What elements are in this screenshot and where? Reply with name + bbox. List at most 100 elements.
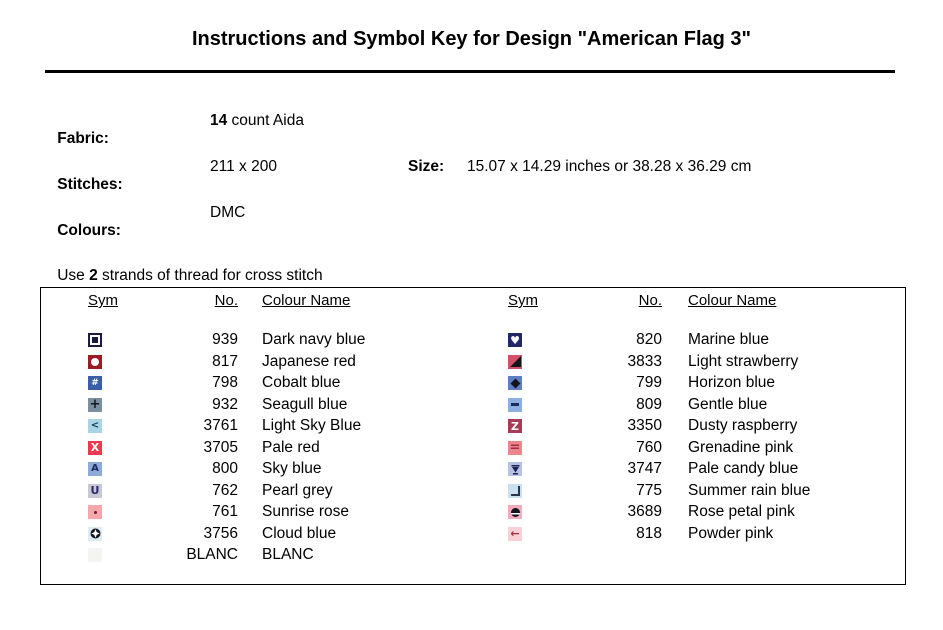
strands-count: 2 [89, 267, 98, 284]
key-row: ← 818 Powder pink [41, 523, 905, 545]
lower-right-triangle-icon [508, 354, 522, 369]
key-row: 775 Summer rain blue [41, 480, 905, 502]
thread-number: 3705 [203, 438, 238, 456]
key-rows-left: 939 Dark navy blue 817 Japanese red #798 Coba… [41, 329, 905, 566]
thread-number: 762 [212, 481, 238, 499]
white-circle-icon [88, 354, 102, 369]
thread-number: 3833 [627, 352, 662, 370]
corner-icon [508, 483, 522, 498]
strands-note: Use 2 strands of thread for cross stitch [40, 249, 323, 303]
stitches-row: Stitches: 211 x 200 Size: 15.07 x 14.29 … [40, 158, 900, 266]
colour-name: Pale red [262, 438, 320, 456]
hash-icon: # [88, 376, 102, 390]
less-than-icon: < [88, 419, 102, 433]
letter-u-icon: U [88, 483, 102, 498]
thread-number: 761 [212, 503, 238, 520]
key-row: 817 Japanese red [41, 351, 905, 373]
thread-number: 3761 [203, 417, 238, 434]
key-row: = 760 Grenadine pink [41, 437, 905, 459]
header-name-left: Colour Name [262, 292, 351, 309]
key-row: 3689 Rose petal pink [41, 501, 905, 523]
divider-line [45, 70, 895, 73]
diamond-icon [508, 376, 522, 390]
thread-number: 799 [636, 374, 662, 391]
thread-number: BLANC [186, 546, 238, 563]
strands-prefix: Use [57, 267, 90, 284]
colour-name: Japanese red [262, 352, 356, 370]
plus-icon: + [88, 397, 102, 412]
colour-name: BLANC [262, 546, 314, 563]
thread-number: 775 [636, 481, 662, 499]
white-square-outline-icon [88, 333, 102, 347]
colour-name: Cobalt blue [262, 374, 341, 391]
thread-number: 3756 [203, 524, 238, 542]
key-row: 3756 Cloud blue [41, 523, 905, 545]
thread-number: 798 [212, 374, 238, 391]
letter-a-icon: A [88, 462, 102, 476]
star-in-circle-icon [88, 526, 102, 541]
colour-name: Cloud blue [262, 524, 337, 542]
header-no-left: No. [214, 292, 238, 309]
colour-name: Grenadine pink [688, 438, 794, 456]
colour-name: Light Sky Blue [262, 417, 362, 434]
colour-name: Summer rain blue [688, 481, 811, 499]
thread-number: 760 [636, 438, 662, 456]
colour-name: Rose petal pink [688, 503, 795, 520]
stitches-label: Stitches: [57, 176, 123, 193]
left-arrow-icon: ← [508, 526, 522, 541]
colour-name: Gentle blue [688, 395, 768, 413]
key-row: 761 Sunrise rose [41, 501, 905, 523]
key-row: 3833 Light strawberry [41, 351, 905, 373]
header-name-right: Colour Name [688, 292, 777, 309]
header-sym-right: Sym [508, 292, 538, 309]
colours-label: Colours: [57, 222, 121, 239]
key-row: 809 Gentle blue [41, 394, 905, 416]
size-value: 15.07 x 14.29 inches or 38.28 x 36.29 cm [467, 158, 752, 175]
colour-name: Seagull blue [262, 395, 348, 413]
thread-number: 3747 [627, 460, 662, 477]
symbol-key-table: Sym No. Colour Name Sym No. Colour Name … [40, 287, 906, 585]
size-label: Size: [408, 158, 445, 175]
small-dot-icon [88, 505, 102, 519]
key-rows-right: ♥ 820 Marine blue 3833 Light strawberry 799 Ho… [41, 329, 905, 544]
strands-suffix: strands of thread for cross stitch [97, 267, 323, 284]
hourglass-icon [508, 462, 522, 476]
key-row: <3761 Light Sky Blue [41, 415, 905, 437]
equals-icon: = [508, 440, 522, 455]
banded-circle-icon [508, 505, 522, 519]
dash-icon [508, 397, 522, 412]
key-row: 3747 Pale candy blue [41, 458, 905, 480]
fabric-row: Fabric: 14 count Aida [40, 112, 900, 184]
thread-number: 818 [636, 524, 662, 542]
colour-name: Dusty raspberry [688, 417, 798, 434]
heart-icon: ♥ [508, 333, 522, 347]
page-title: Instructions and Symbol Key for Design "… [191, 28, 752, 50]
key-row: +932 Seagull blue [41, 394, 905, 416]
key-row: Z 3350 Dusty raspberry [41, 415, 905, 437]
key-row: X 3705 Pale red [41, 437, 905, 459]
colour-name: Powder pink [688, 524, 774, 542]
thread-number: 817 [212, 352, 238, 370]
key-row: ♥ 820 Marine blue [41, 329, 905, 351]
colour-name: Marine blue [688, 331, 769, 348]
colour-name: Dark navy blue [262, 331, 366, 348]
thread-number: 3689 [627, 503, 662, 520]
colour-name: Sky blue [262, 460, 322, 477]
colours-value: DMC [210, 204, 246, 221]
thread-number: 809 [636, 395, 662, 413]
key-row: #798 Cobalt blue [41, 372, 905, 394]
colour-name: Horizon blue [688, 374, 776, 391]
colour-name: Pearl grey [262, 481, 333, 499]
fabric-value: 14 count Aida [210, 112, 304, 129]
letter-z-icon: Z [508, 419, 522, 433]
key-row: U 762 Pearl grey [41, 480, 905, 502]
fabric-label: Fabric: [57, 130, 109, 147]
key-row: 939 Dark navy blue [41, 329, 905, 351]
thread-number: 820 [636, 331, 662, 348]
thread-number: 800 [212, 460, 238, 477]
colour-name: Light strawberry [688, 352, 799, 370]
colour-name: Sunrise rose [262, 503, 350, 520]
thread-number: 939 [212, 331, 238, 348]
key-row: A 800 Sky blue [41, 458, 905, 480]
thread-number: 3350 [627, 417, 662, 434]
